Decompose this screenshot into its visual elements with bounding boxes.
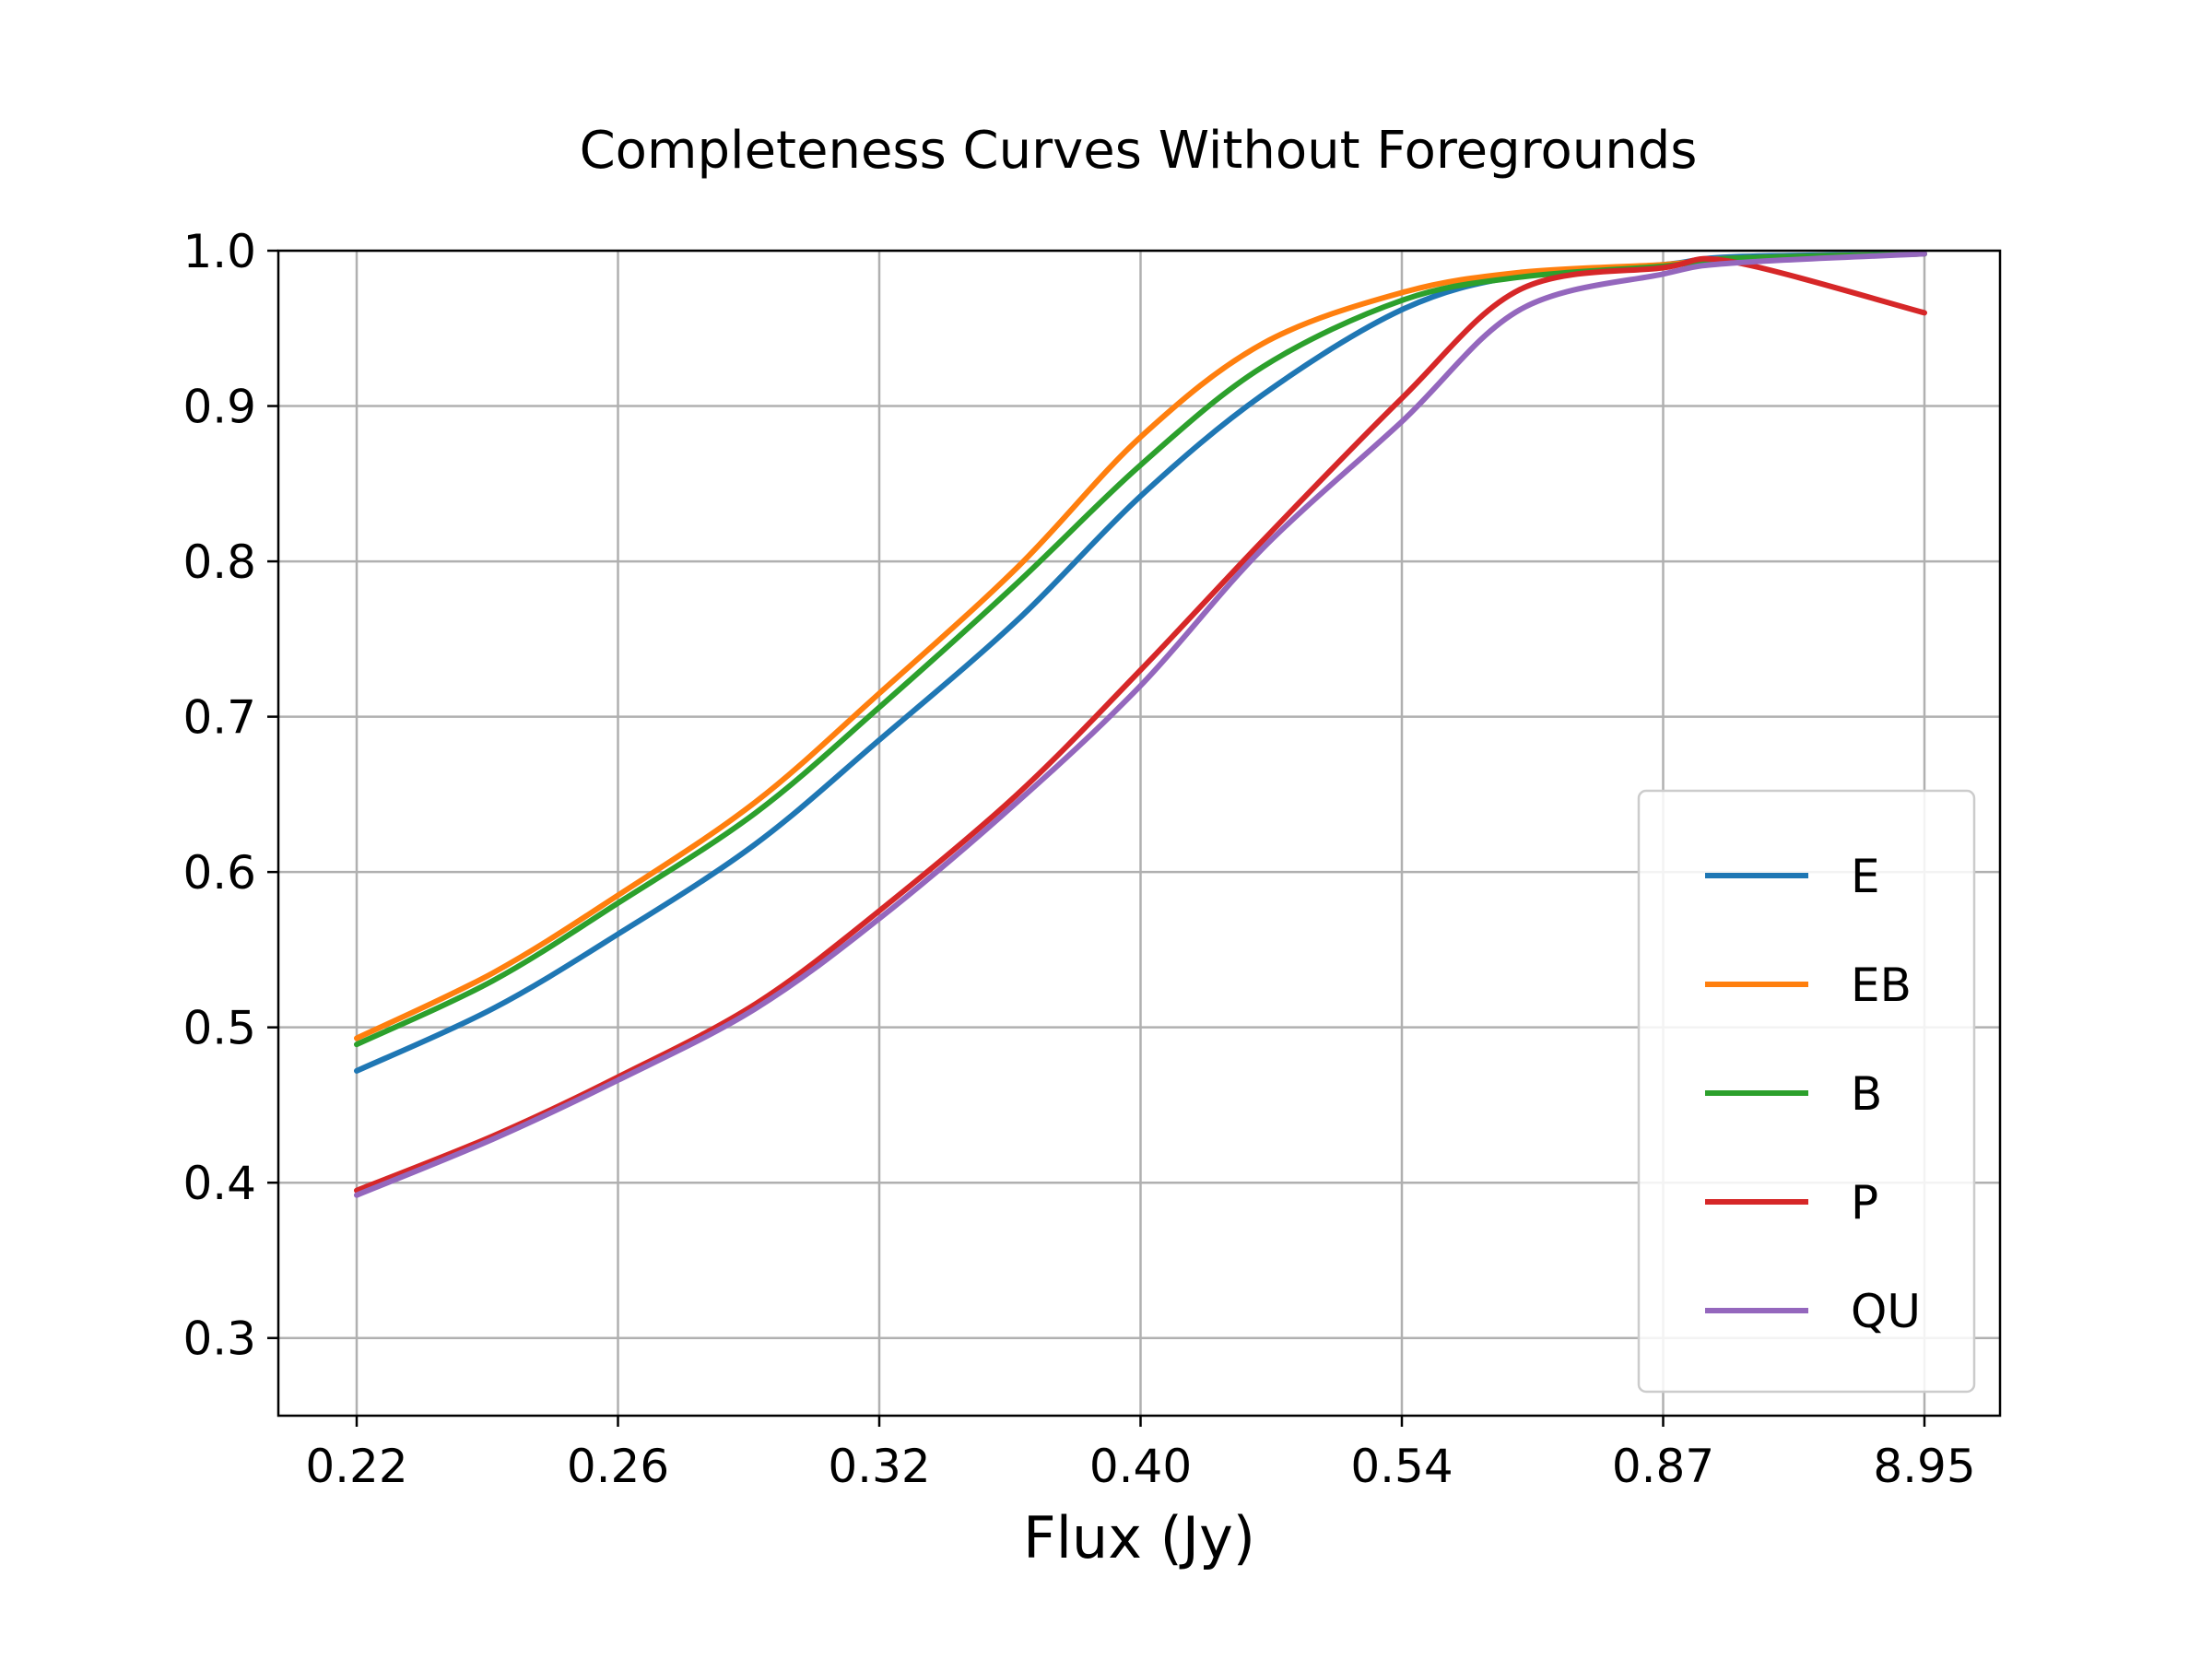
y-tick-label: 0.4 <box>182 1157 256 1210</box>
y-tick-label: 0.5 <box>182 1002 256 1055</box>
legend-marker-e <box>1754 873 1759 878</box>
y-tick-label: 0.9 <box>182 381 256 434</box>
series-line-qu <box>354 251 1927 1198</box>
legend-marker-b <box>1754 1090 1759 1096</box>
legend-marker-eb <box>1754 982 1759 987</box>
legend-label-b: B <box>1851 1067 1882 1121</box>
legend-entries: E EB B P QU <box>1705 850 1921 1338</box>
legend-label-eb: EB <box>1851 959 1912 1012</box>
chart-title: Completeness Curves Without Foregrounds <box>580 121 1698 181</box>
y-tick-label: 0.6 <box>182 846 256 900</box>
y-tick-label: 1.0 <box>182 225 256 278</box>
legend-marker-p <box>1754 1199 1759 1205</box>
legend-marker-qu <box>1754 1308 1759 1313</box>
series-lines <box>354 251 1927 1198</box>
legend-label-qu: QU <box>1851 1285 1921 1338</box>
y-tick-label: 0.7 <box>182 691 256 745</box>
x-tick-label: 8.95 <box>1873 1440 1975 1493</box>
series-line-p <box>354 255 1927 1194</box>
x-tick-label: 0.26 <box>567 1440 669 1493</box>
legend-label-e: E <box>1851 850 1880 903</box>
y-tick-label: 0.8 <box>182 535 256 589</box>
x-axis-label: Flux (Jy) <box>1023 1504 1255 1571</box>
ticks: 0.22 0.26 0.32 0.40 0.54 0.87 8.95 0.3 0.4 0.5 0.6… <box>182 225 1975 1493</box>
x-tick-label: 0.32 <box>828 1440 930 1493</box>
x-tick-label: 0.54 <box>1350 1440 1453 1493</box>
plot-frame <box>276 249 2002 1418</box>
x-tick-label: 0.22 <box>305 1440 407 1493</box>
x-tick-label: 0.40 <box>1089 1440 1192 1493</box>
legend-label-p: P <box>1851 1176 1878 1230</box>
x-tick-label: 0.87 <box>1612 1440 1714 1493</box>
y-tick-label: 0.3 <box>182 1312 256 1366</box>
legend: E EB B P QU <box>1637 789 1976 1394</box>
